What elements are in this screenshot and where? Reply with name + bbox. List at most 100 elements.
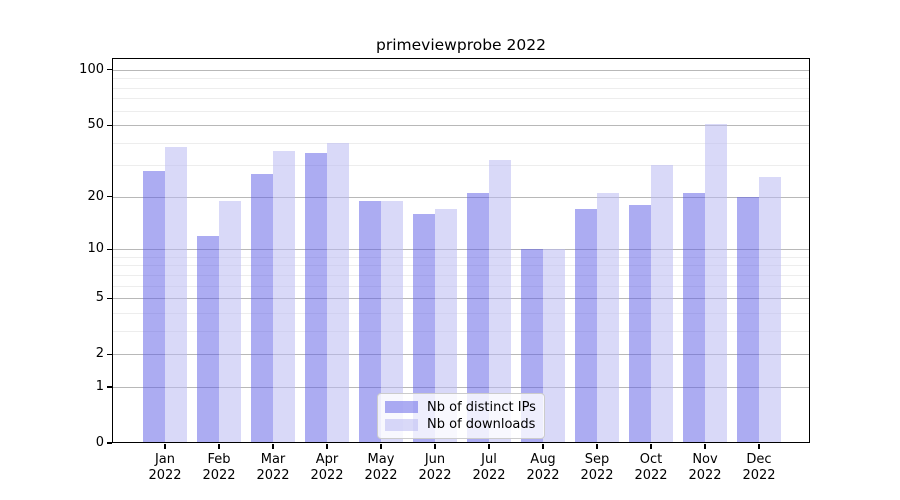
y-tick-label: 20 [87,188,104,204]
minor-gridline [113,265,809,267]
x-tick-label: Nov 2022 [677,452,733,483]
x-tick-mark [542,444,544,449]
bar-nov-downloads [705,123,727,443]
y-tick-label: 5 [95,290,104,306]
x-tick-year: 2022 [418,467,452,483]
minor-gridline [113,274,809,276]
major-gridline [113,298,809,300]
minor-gridline [113,165,809,167]
bar-sep-distinct-ips [575,209,597,443]
minor-gridline [113,142,809,144]
legend-label-distinct-ips: Nb of distinct IPs [427,399,536,415]
y-tick-mark [107,69,112,71]
x-tick-year: 2022 [526,467,560,483]
bar-aug-downloads [543,249,565,443]
major-gridline [113,354,809,356]
y-tick-mark [107,248,112,250]
major-gridline [113,125,809,127]
chart-title: primeviewprobe 2022 [376,36,546,54]
bar-mar-downloads [273,151,295,443]
bar-jan-downloads [165,146,187,443]
x-tick-mark [596,444,598,449]
x-tick-year: 2022 [742,467,776,483]
y-tick-label: 2 [95,346,104,362]
x-tick-label: Apr 2022 [299,452,355,483]
major-gridline [113,386,809,388]
legend-item-distinct-ips: Nb of distinct IPs [385,400,537,415]
bar-apr-distinct-ips [305,153,327,443]
x-tick-label: Aug 2022 [515,452,571,483]
y-tick-mark [107,442,112,444]
x-tick-mark [164,444,166,449]
minor-gridline [113,87,809,89]
x-tick-mark [218,444,220,449]
minor-gridline [113,110,809,112]
legend: Nb of distinct IPs Nb of downloads [377,393,545,439]
y-tick-mark [107,124,112,126]
minor-gridline [113,330,809,332]
bar-jul-downloads [489,160,511,443]
bar-may-distinct-ips [359,200,381,443]
bar-jul-distinct-ips [467,193,489,443]
bar-feb-distinct-ips [197,235,219,443]
bar-dec-downloads [759,176,781,443]
y-tick-mark [107,196,112,198]
y-tick-label: 50 [87,117,104,133]
bar-jun-distinct-ips [413,213,435,443]
minor-gridline [113,98,809,100]
x-tick-mark [488,444,490,449]
x-tick-mark [650,444,652,449]
bar-oct-distinct-ips [629,204,651,443]
major-gridline [113,69,809,71]
x-tick-label: Jun 2022 [407,452,463,483]
y-tick-label: 0 [95,435,104,450]
x-tick-year: 2022 [472,467,506,483]
x-tick-label: May 2022 [353,452,409,483]
legend-item-downloads: Nb of downloads [385,417,537,432]
x-tick-mark [326,444,328,449]
major-gridline [113,196,809,198]
x-tick-mark [758,444,760,449]
bar-dec-distinct-ips [737,196,759,443]
x-tick-year: 2022 [688,467,722,483]
bar-sep-downloads [597,193,619,443]
x-tick-label: Dec 2022 [731,452,787,483]
y-tick-mark [107,353,112,355]
bar-mar-distinct-ips [251,173,273,443]
x-tick-label: Mar 2022 [245,452,301,483]
x-tick-mark [704,444,706,449]
y-tick-mark [107,386,112,388]
x-tick-year: 2022 [364,467,398,483]
minor-gridline [113,285,809,287]
x-tick-label: Feb 2022 [191,452,247,483]
bar-oct-downloads [651,165,673,443]
major-gridline [113,249,809,251]
x-tick-mark [434,444,436,449]
y-tick-label: 1 [95,378,104,394]
x-tick-mark [380,444,382,449]
y-tick-mark [107,297,112,299]
x-tick-label: Jul 2022 [461,452,517,483]
x-tick-label: Oct 2022 [623,452,679,483]
bar-jan-distinct-ips [143,170,165,443]
x-tick-label: Sep 2022 [569,452,625,483]
minor-gridline [113,78,809,80]
bar-feb-downloads [219,200,241,443]
bar-jun-downloads [435,209,457,443]
x-tick-year: 2022 [148,467,182,483]
bar-may-downloads [381,200,403,443]
legend-label-downloads: Nb of downloads [427,417,536,433]
bar-nov-distinct-ips [683,193,705,443]
y-tick-label: 100 [79,61,104,77]
x-tick-label: Jan 2022 [137,452,193,483]
minor-gridline [113,256,809,258]
minor-gridline [113,312,809,314]
x-tick-mark [272,444,274,449]
x-tick-year: 2022 [634,467,668,483]
x-tick-year: 2022 [310,467,344,483]
legend-swatch-distinct-ips [385,401,418,414]
x-tick-year: 2022 [202,467,236,483]
legend-swatch-downloads [385,418,418,431]
bar-apr-downloads [327,142,349,443]
